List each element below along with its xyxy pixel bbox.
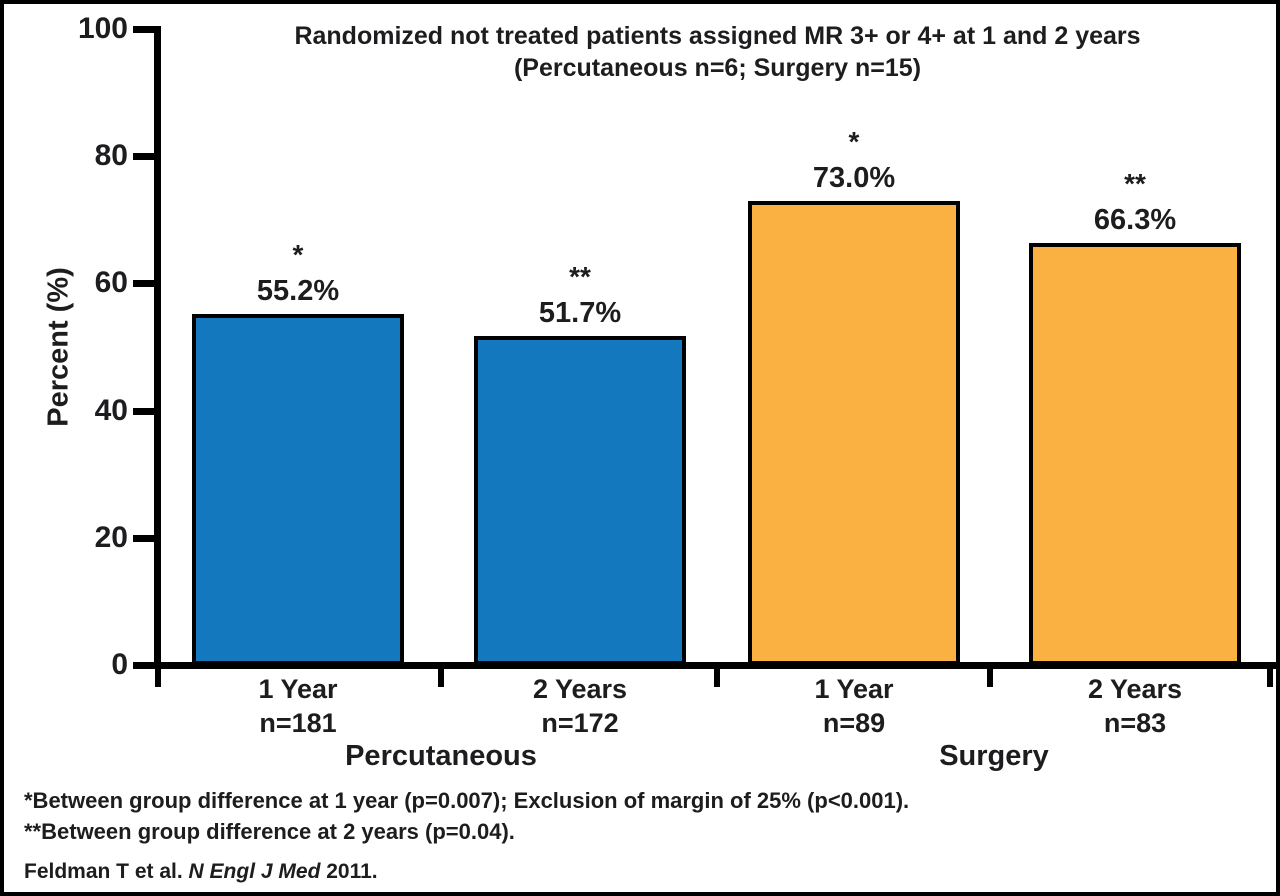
n-label: n=181 [259,708,337,738]
y-axis-line [154,26,161,669]
significance-marker: ** [569,261,591,292]
y-tick-label: 60 [94,266,128,300]
n-label: n=89 [822,708,886,738]
category-label: 2 Years [1087,674,1183,704]
x-category-label-3: 1 Year n=89 [724,672,984,740]
footnotes: *Between group difference at 1 year (p=0… [24,785,909,847]
bar-annotation-1: * 55.2% [148,237,448,309]
citation-authors: Feldman T et al. [24,860,189,883]
bar-2 [474,336,686,665]
bar-value-label: 55.2% [256,275,340,307]
chart-title-line2: (Percutaneous n=6; Surgery n=15) [513,54,922,82]
group-label-surgery: Surgery [939,740,1049,772]
group-label-percutaneous: Percutaneous [345,740,537,772]
citation-year: 2011. [320,860,378,883]
chart-title-line1: Randomized not treated patients assigned… [294,22,1141,50]
chart-title: Randomized not treated patients assigned… [159,20,1276,84]
y-tick-label: 40 [94,393,128,427]
y-tick-mark [133,153,154,161]
y-tick-mark [133,407,154,415]
x-tick-mark [714,665,720,687]
bar-1 [192,314,404,665]
y-tick-mark [133,534,154,542]
x-category-label-2: 2 Years n=172 [450,672,710,740]
n-label: n=83 [1103,708,1167,738]
footnote-2: **Between group difference at 2 years (p… [24,819,515,844]
y-tick-mark [133,662,154,669]
bar-value-label: 51.7% [538,297,622,329]
bar-value-label: 66.3% [1093,204,1177,236]
bar-value-label: 73.0% [812,162,896,194]
x-category-label-4: 2 Years n=83 [1005,672,1265,740]
significance-marker: * [292,239,304,270]
x-tick-mark [1267,665,1273,687]
category-label: 2 Years [532,674,628,704]
x-tick-mark [438,665,444,687]
citation-journal: N Engl J Med [188,860,321,883]
y-tick-mark [133,26,154,33]
citation: Feldman T et al. N Engl J Med 2011. [24,860,378,884]
x-category-label-1: 1 Year n=181 [168,672,428,740]
bar-annotation-2: ** 51.7% [430,259,730,331]
significance-marker: ** [1124,168,1146,199]
x-tick-mark [987,665,993,687]
y-tick-label: 0 [111,648,128,681]
n-label: n=172 [541,708,619,738]
category-label: 1 Year [258,674,338,704]
y-tick-label: 100 [77,12,128,45]
bar-3 [748,201,960,665]
category-label: 1 Year [814,674,894,704]
y-tick-mark [133,280,154,288]
y-tick-label: 20 [94,520,128,554]
bar-annotation-3: * 73.0% [704,124,1004,196]
footnote-1: *Between group difference at 1 year (p=0… [24,788,910,813]
y-tick-label: 80 [94,139,128,173]
bar-4 [1029,243,1241,665]
significance-marker: * [848,126,860,157]
x-tick-mark [155,665,161,687]
bar-annotation-4: ** 66.3% [985,166,1276,238]
